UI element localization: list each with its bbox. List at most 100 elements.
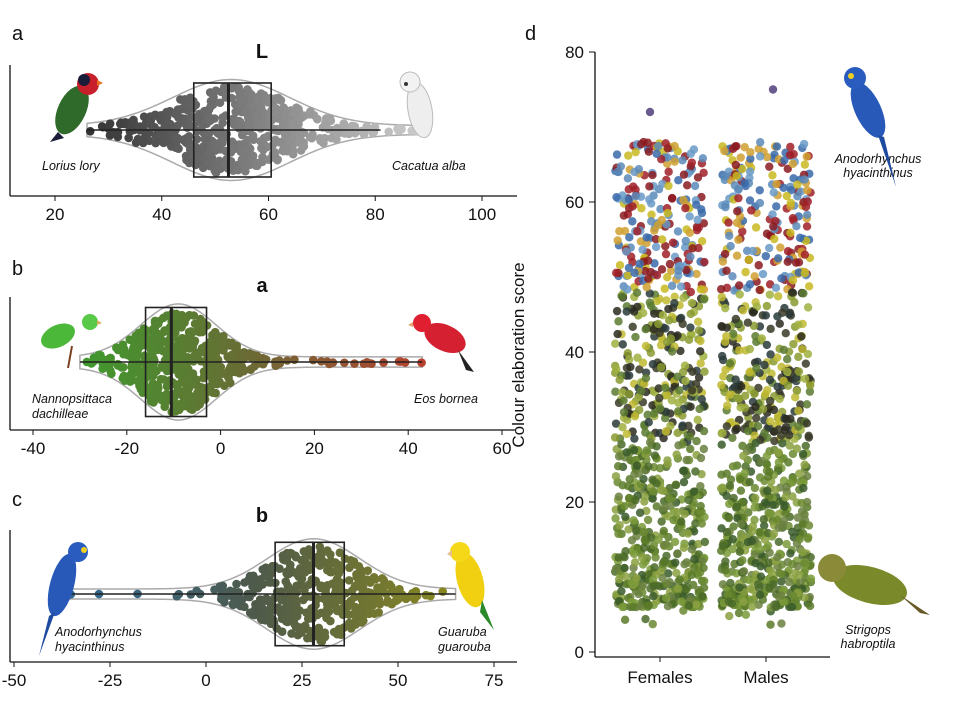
data-point bbox=[97, 122, 107, 131]
data-point-males bbox=[720, 249, 730, 259]
data-point-males bbox=[799, 483, 808, 493]
data-point bbox=[213, 139, 222, 148]
data-point-females bbox=[693, 317, 703, 327]
data-point-males bbox=[802, 152, 811, 161]
data-point-females bbox=[631, 496, 640, 505]
data-point-males bbox=[762, 152, 772, 162]
data-point-males bbox=[750, 503, 759, 512]
data-point bbox=[251, 161, 261, 171]
data-point-males bbox=[770, 436, 779, 446]
data-point bbox=[396, 593, 405, 602]
y-axis-label: Colour elaboration score bbox=[509, 262, 528, 447]
data-point-females bbox=[686, 323, 695, 332]
data-point-females bbox=[690, 555, 699, 564]
data-point-males bbox=[803, 197, 813, 206]
data-point-females bbox=[637, 204, 646, 213]
data-point-females bbox=[647, 533, 656, 543]
data-point-females bbox=[629, 516, 638, 525]
data-point-females bbox=[686, 149, 695, 158]
data-point-females bbox=[620, 502, 629, 511]
data-point-females bbox=[641, 324, 650, 334]
data-point-females bbox=[674, 441, 683, 450]
data-point-females bbox=[688, 367, 697, 376]
data-point bbox=[317, 637, 327, 646]
data-point bbox=[208, 350, 218, 359]
data-point-females bbox=[686, 402, 695, 411]
data-point bbox=[307, 133, 317, 143]
data-point-males bbox=[775, 319, 784, 328]
data-point bbox=[198, 163, 208, 173]
data-point-females bbox=[643, 138, 652, 147]
data-point-females bbox=[655, 328, 664, 338]
data-point bbox=[275, 564, 284, 573]
data-point-females bbox=[676, 282, 686, 291]
data-point-females bbox=[649, 591, 658, 601]
y-tick-label: 60 bbox=[565, 193, 584, 212]
data-point-males bbox=[750, 389, 759, 398]
data-point bbox=[229, 144, 239, 154]
data-point-males bbox=[755, 473, 765, 482]
data-point-males bbox=[725, 481, 735, 490]
data-point-females bbox=[638, 245, 647, 254]
data-point bbox=[369, 572, 379, 582]
data-point bbox=[181, 334, 191, 343]
data-point-males bbox=[760, 360, 769, 370]
data-point-males bbox=[752, 364, 761, 373]
data-point-females bbox=[689, 487, 699, 496]
data-point-males bbox=[721, 365, 730, 375]
data-point-females bbox=[668, 238, 678, 247]
data-point-females bbox=[619, 211, 629, 220]
data-point-males bbox=[793, 513, 803, 522]
data-point-males bbox=[762, 340, 772, 350]
data-point-females bbox=[614, 553, 623, 562]
data-point-females bbox=[686, 252, 695, 261]
anodorhynchus-illustration-d bbox=[844, 67, 896, 187]
data-point-females bbox=[611, 387, 620, 396]
data-point bbox=[305, 110, 314, 119]
data-point-females bbox=[648, 494, 657, 503]
anodorhynchus-illustration-c bbox=[39, 542, 88, 656]
data-point-females bbox=[613, 329, 622, 339]
data-point-males bbox=[800, 250, 810, 259]
data-point-females bbox=[663, 208, 672, 218]
data-point-females bbox=[670, 157, 679, 166]
data-point bbox=[233, 165, 243, 175]
data-point-males bbox=[780, 502, 789, 511]
data-point bbox=[363, 599, 373, 609]
data-point bbox=[138, 138, 148, 148]
data-point bbox=[116, 119, 125, 129]
data-point bbox=[325, 114, 335, 123]
data-point-males bbox=[777, 362, 786, 372]
data-point bbox=[195, 382, 205, 392]
data-point-males bbox=[780, 426, 790, 435]
data-point bbox=[271, 94, 281, 103]
data-point bbox=[191, 160, 201, 170]
data-point-females bbox=[677, 517, 686, 526]
data-point-males bbox=[794, 422, 803, 431]
data-point-females bbox=[696, 453, 706, 463]
data-point bbox=[345, 618, 354, 628]
data-point-females bbox=[650, 451, 660, 460]
data-point-females bbox=[680, 509, 689, 518]
data-point-males bbox=[726, 578, 735, 588]
data-point-females bbox=[699, 295, 709, 304]
data-point bbox=[216, 594, 226, 604]
data-point-females bbox=[694, 223, 703, 232]
data-point-females bbox=[625, 233, 634, 242]
data-point bbox=[239, 95, 249, 105]
data-point bbox=[159, 327, 169, 337]
data-point-females bbox=[661, 324, 670, 333]
data-point-females bbox=[611, 419, 621, 428]
data-point bbox=[368, 124, 378, 134]
data-point-females bbox=[660, 284, 669, 293]
data-point bbox=[113, 361, 123, 370]
data-point-males bbox=[774, 448, 783, 457]
data-point-females bbox=[636, 386, 646, 396]
data-point-males bbox=[745, 368, 754, 377]
data-point-females bbox=[632, 574, 641, 583]
data-point-females bbox=[621, 547, 630, 556]
data-point-females bbox=[646, 348, 656, 358]
data-point-females bbox=[623, 348, 633, 358]
data-point bbox=[217, 369, 227, 379]
